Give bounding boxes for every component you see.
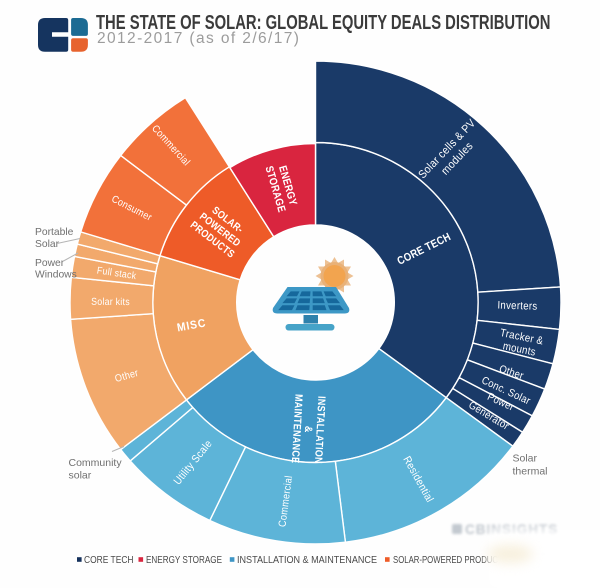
svg-text:thermal: thermal (513, 466, 548, 478)
svg-text:Solar: Solar (513, 453, 538, 465)
svg-text:INSTALLATION & MAINTENANCE: INSTALLATION & MAINTENANCE (237, 555, 377, 566)
svg-text:Full stack: Full stack (96, 264, 137, 281)
svg-text:CORE TECH: CORE TECH (84, 555, 134, 566)
svg-text:solar: solar (69, 470, 92, 482)
svg-text:Windows: Windows (35, 270, 77, 281)
svg-text:ENERGY STORAGE: ENERGY STORAGE (146, 555, 222, 566)
svg-text:Solar kits: Solar kits (91, 295, 130, 307)
svg-text:Community: Community (69, 457, 123, 469)
svg-text:Inverters: Inverters (497, 300, 537, 313)
svg-text:Portable: Portable (35, 227, 74, 238)
svg-text:Power: Power (35, 258, 65, 269)
svg-text:INSTALLATION&MAINTENANCE: INSTALLATION&MAINTENANCE (289, 394, 327, 465)
svg-text:Solar: Solar (35, 239, 60, 250)
svg-text:SOLAR-POWERED PRODUCTS: SOLAR-POWERED PRODUCTS (393, 555, 508, 566)
svg-text:MISC: MISC (176, 317, 207, 335)
